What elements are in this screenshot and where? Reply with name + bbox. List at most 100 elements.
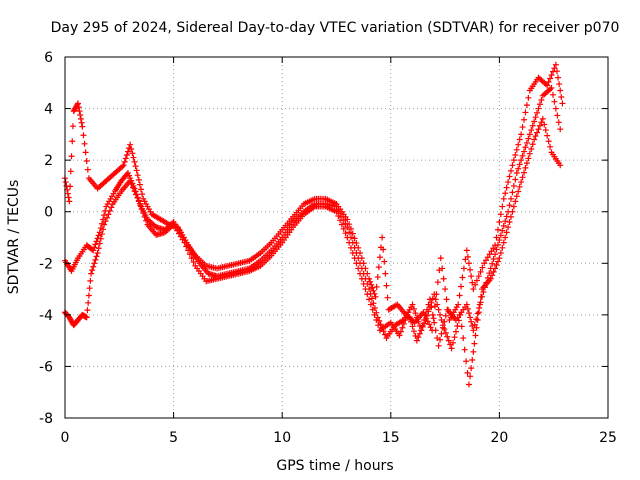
data-point-trace-c bbox=[338, 221, 345, 228]
data-point-trace-b bbox=[456, 292, 463, 299]
data-point-trace-c bbox=[432, 296, 439, 303]
data-point-trace-b bbox=[134, 172, 141, 179]
data-point-trace-c bbox=[337, 217, 344, 224]
data-point-trace-c bbox=[108, 204, 115, 211]
data-point-trace-a bbox=[528, 127, 535, 134]
data-point-trace-b bbox=[437, 255, 444, 262]
data-point-trace-a bbox=[471, 321, 478, 328]
data-point-trace-c bbox=[362, 286, 369, 293]
data-point-trace-b bbox=[463, 247, 470, 254]
data-point-trace-c bbox=[364, 291, 371, 298]
data-point-trace-c bbox=[177, 233, 184, 240]
data-point-trace-c bbox=[347, 244, 354, 251]
data-point-trace-c bbox=[542, 127, 549, 134]
data-point-trace-c bbox=[419, 323, 426, 330]
data-point-trace-a bbox=[497, 232, 504, 239]
data-point-trace-c bbox=[518, 179, 525, 186]
data-point-trace-a bbox=[531, 118, 538, 125]
data-point-trace-c bbox=[90, 263, 97, 270]
data-point-trace-a bbox=[463, 301, 470, 308]
data-point-trace-c bbox=[346, 239, 353, 246]
data-point-trace-c bbox=[138, 206, 145, 213]
data-point-trace-c bbox=[545, 138, 552, 145]
data-point-trace-c bbox=[131, 188, 138, 195]
data-point-trace-a bbox=[416, 323, 423, 330]
data-point-trace-c bbox=[442, 329, 449, 336]
data-point-trace-b bbox=[120, 162, 127, 169]
data-point-trace-b bbox=[500, 195, 507, 202]
data-point-trace-b bbox=[129, 150, 136, 157]
data-point-trace-a bbox=[464, 305, 471, 312]
data-point-trace-b bbox=[484, 254, 491, 261]
data-point-trace-a bbox=[525, 135, 532, 142]
data-point-trace-c bbox=[371, 311, 378, 318]
data-point-trace-c bbox=[405, 309, 412, 316]
data-point-trace-b bbox=[475, 273, 482, 280]
data-point-trace-b bbox=[344, 216, 351, 223]
data-point-trace-c bbox=[536, 122, 543, 129]
data-point-trace-a bbox=[536, 101, 543, 108]
data-point-trace-b bbox=[381, 258, 388, 265]
data-point-trace-c bbox=[103, 214, 110, 221]
data-point-trace-b bbox=[349, 230, 356, 237]
data-point-trace-c bbox=[88, 270, 95, 277]
data-point-trace-b bbox=[490, 245, 497, 252]
data-point-trace-b bbox=[552, 61, 559, 68]
data-point-trace-b bbox=[443, 296, 450, 303]
data-point-trace-c bbox=[477, 293, 484, 300]
data-point-trace-b bbox=[522, 109, 529, 116]
data-point-trace-c bbox=[503, 229, 510, 236]
data-point-trace-c bbox=[181, 239, 188, 246]
data-point-trace-a bbox=[492, 251, 499, 258]
data-point-trace-b bbox=[548, 72, 555, 79]
data-point-trace-b bbox=[505, 179, 512, 186]
data-point-trace-b bbox=[551, 65, 558, 72]
data-point-trace-c bbox=[460, 335, 467, 342]
data-point-trace-b bbox=[383, 282, 390, 289]
data-point-trace-b bbox=[68, 153, 75, 160]
data-point-trace-c bbox=[531, 136, 538, 143]
y-tick-label: 2 bbox=[44, 153, 53, 169]
data-point-trace-b bbox=[544, 82, 551, 89]
data-point-trace-c bbox=[471, 340, 478, 347]
data-point-trace-c bbox=[106, 207, 113, 214]
data-point-trace-c bbox=[499, 244, 506, 251]
data-point-trace-c bbox=[505, 224, 512, 231]
data-point-trace-c bbox=[473, 324, 480, 331]
x-tick-label: 0 bbox=[61, 430, 70, 446]
data-point-trace-b bbox=[465, 260, 472, 267]
data-point-trace-c bbox=[500, 239, 507, 246]
data-point-trace-c bbox=[403, 313, 410, 320]
data-point-trace-c bbox=[94, 249, 101, 256]
data-point-trace-b bbox=[503, 184, 510, 191]
data-point-trace-c bbox=[541, 121, 548, 128]
data-points bbox=[62, 61, 566, 388]
data-point-trace-c bbox=[472, 332, 479, 339]
data-point-trace-a bbox=[507, 195, 514, 202]
data-point-trace-c bbox=[366, 296, 373, 303]
data-point-trace-c bbox=[461, 346, 468, 353]
data-point-trace-c bbox=[84, 307, 91, 314]
data-point-trace-c bbox=[349, 249, 356, 256]
data-point-trace-a bbox=[437, 336, 444, 343]
data-point-trace-a bbox=[368, 295, 375, 302]
x-tick-label: 5 bbox=[169, 430, 178, 446]
data-point-trace-c bbox=[130, 184, 137, 191]
data-point-trace-c bbox=[410, 328, 417, 335]
data-point-trace-b bbox=[502, 190, 509, 197]
data-point-trace-c bbox=[87, 277, 94, 284]
data-point-trace-b bbox=[426, 321, 433, 328]
data-point-trace-c bbox=[455, 317, 462, 324]
data-point-trace-a bbox=[346, 229, 353, 236]
data-point-trace-c bbox=[431, 291, 438, 298]
data-point-trace-b bbox=[132, 163, 139, 170]
data-point-trace-c bbox=[424, 312, 430, 319]
data-point-trace-b bbox=[430, 315, 437, 322]
data-point-trace-b bbox=[494, 226, 501, 233]
data-point-trace-c bbox=[89, 267, 96, 274]
data-point-trace-b bbox=[64, 190, 71, 197]
data-point-trace-a bbox=[534, 109, 541, 116]
data-point-trace-b bbox=[555, 74, 562, 81]
data-point-trace-c bbox=[544, 132, 551, 139]
data-point-trace-c bbox=[135, 198, 142, 205]
